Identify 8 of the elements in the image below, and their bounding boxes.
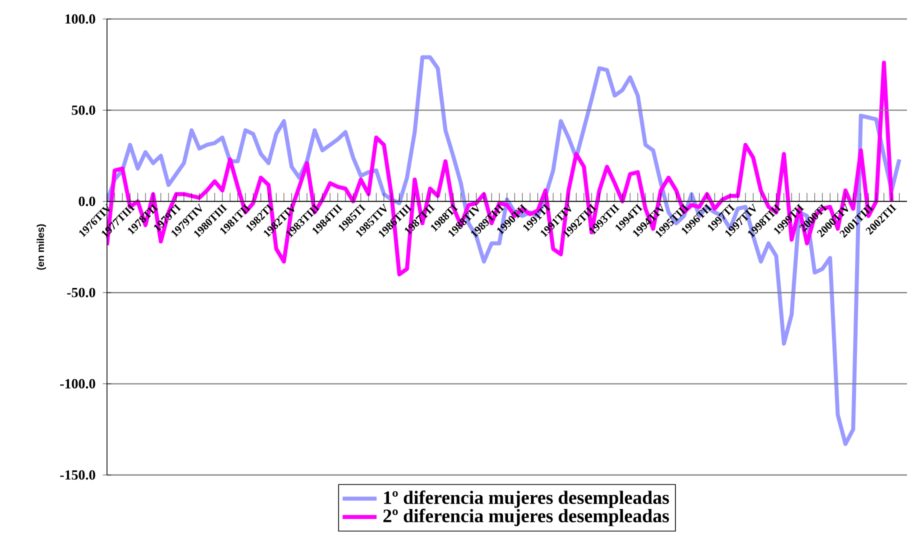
y-tick-label: -100.0 bbox=[60, 379, 96, 389]
legend-label: 2º diferencia mujeres desempleadas bbox=[383, 508, 669, 526]
y-axis-title: (en miles) bbox=[36, 224, 46, 270]
y-tick-label: 50.0 bbox=[72, 105, 96, 115]
y-tick-label: -50.0 bbox=[67, 288, 96, 298]
y-tick-label: -150.0 bbox=[60, 470, 96, 480]
legend-label: 1º diferencia mujeres desempleadas bbox=[384, 490, 669, 508]
y-tick-label: 100.0 bbox=[65, 14, 96, 24]
